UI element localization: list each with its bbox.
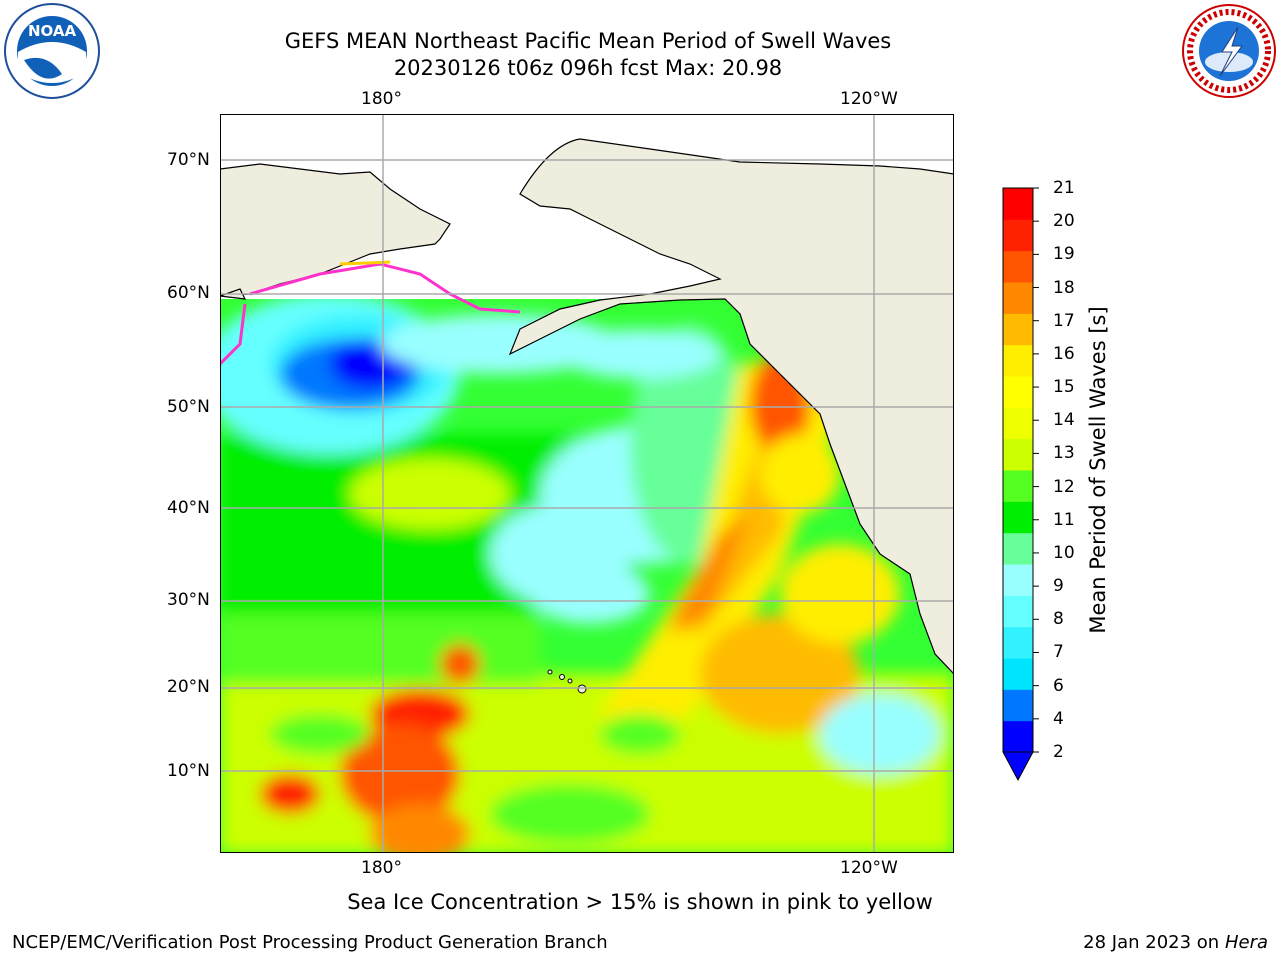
colorbar-segment xyxy=(1003,658,1033,690)
colorbar-segment xyxy=(1003,376,1033,408)
graticule xyxy=(220,114,954,853)
colorbar-tick-label: 2 xyxy=(1053,742,1064,762)
sea-ice-note: Sea Ice Concentration > 15% is shown in … xyxy=(347,890,933,914)
colorbar-tick-label: 4 xyxy=(1053,708,1064,729)
lat-label-70n: 70°N xyxy=(167,150,210,170)
colorbar-segment xyxy=(1003,250,1033,283)
colorbar-frame xyxy=(1002,187,1034,753)
colorbar-segment xyxy=(1003,438,1033,471)
colorbar-segment xyxy=(1003,720,1033,753)
colorbar-segment xyxy=(1003,407,1033,440)
colorbar-segment xyxy=(1003,626,1033,659)
colorbar-segment xyxy=(1003,188,1033,220)
colorbar-segment xyxy=(1003,282,1033,314)
lat-label-20n: 20°N xyxy=(167,677,210,697)
colorbar-tick-label: 9 xyxy=(1053,576,1064,597)
lat-label-50n: 50°N xyxy=(167,397,210,417)
colorbar-tick-label: 7 xyxy=(1053,642,1064,663)
footer-date: 28 Jan 2023 on Hera xyxy=(1083,932,1268,953)
chart-title: GEFS MEAN Northeast Pacific Mean Period … xyxy=(284,29,892,53)
colorbar-tick-label: 13 xyxy=(1053,443,1075,464)
nws-logo xyxy=(1180,2,1278,100)
lat-label-60n: 60°N xyxy=(167,283,210,303)
colorbar-segment xyxy=(1003,532,1033,565)
footer-host: Hera xyxy=(1224,932,1268,953)
sea-ice-edge xyxy=(220,260,521,366)
colorbar-segment xyxy=(1003,219,1033,252)
bottom-lon-label-180: 180° xyxy=(361,858,402,878)
chart-subtitle: 20230126 t06z 096h fcst Max: 20.98 xyxy=(393,56,783,80)
colorbar-segment xyxy=(1003,313,1033,346)
colorbar-tick-label: 11 xyxy=(1053,509,1075,530)
colorbar-tick-label: 19 xyxy=(1053,244,1075,265)
map-panel xyxy=(220,114,954,853)
colorbar-tick-label: 20 xyxy=(1053,211,1075,232)
colorbar-tick-label: 16 xyxy=(1053,343,1075,364)
colorbar-segment xyxy=(1003,470,1033,502)
colorbar-segment xyxy=(1003,564,1033,596)
noaa-logo-text: NOAA xyxy=(28,22,77,40)
colorbar-tick-label: 21 xyxy=(1053,178,1075,198)
colorbar-segment xyxy=(1003,689,1033,722)
colorbar-tick-label: 12 xyxy=(1053,476,1075,497)
colorbar-extend-arrow xyxy=(1002,751,1034,782)
colorbar-segment xyxy=(1003,501,1033,534)
lat-label-40n: 40°N xyxy=(167,498,210,518)
colorbar-segment xyxy=(1003,344,1033,377)
lat-label-30n: 30°N xyxy=(167,590,210,610)
bottom-lon-label-120w: 120°W xyxy=(840,858,898,878)
map-frame xyxy=(220,114,954,853)
colorbar-tick-label: 15 xyxy=(1053,377,1075,398)
lat-label-10n: 10°N xyxy=(167,761,210,781)
footer-credit: NCEP/EMC/Verification Post Processing Pr… xyxy=(12,932,608,953)
footer-date-text: 28 Jan 2023 on xyxy=(1083,932,1225,953)
colorbar xyxy=(1002,187,1039,782)
noaa-logo: NOAA xyxy=(2,2,102,100)
hawaii-islands xyxy=(547,669,587,694)
colorbar-tick-label: 14 xyxy=(1053,410,1075,431)
colorbar-title: Mean Period of Swell Waves [s] xyxy=(1086,306,1110,634)
colorbar-tick-label: 18 xyxy=(1053,277,1075,298)
colorbar-tick-label: 17 xyxy=(1053,310,1075,331)
colorbar-segment xyxy=(1003,595,1033,628)
top-lon-label-180: 180° xyxy=(361,89,402,109)
colorbar-tick-label: 8 xyxy=(1053,609,1064,630)
colorbar-tick-label: 10 xyxy=(1053,542,1075,563)
colorbar-tick-label: 6 xyxy=(1053,675,1064,696)
top-lon-label-120w: 120°W xyxy=(840,89,898,109)
